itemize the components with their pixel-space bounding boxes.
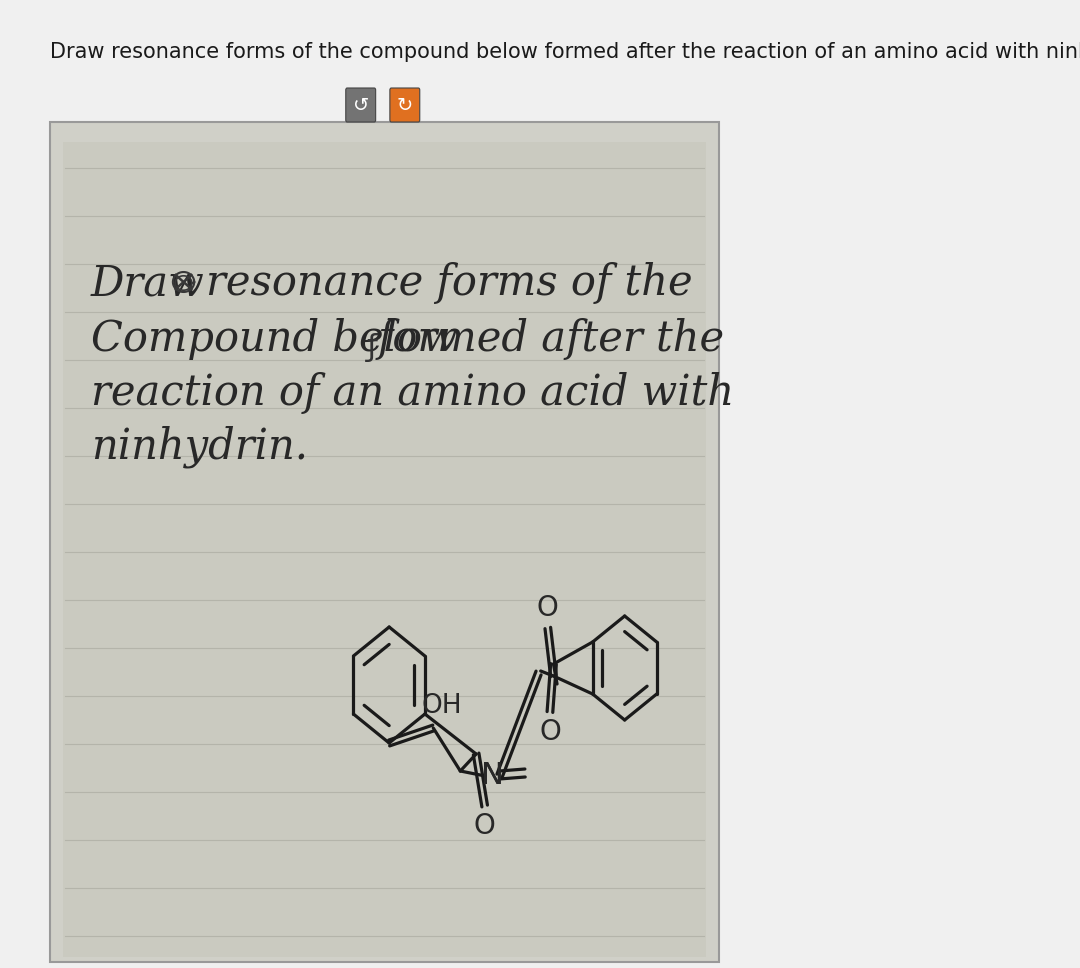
- Text: Compound below: Compound below: [91, 318, 458, 360]
- Text: O: O: [474, 812, 496, 840]
- Text: ƒ: ƒ: [367, 334, 378, 362]
- Text: resonance forms of the: resonance forms of the: [206, 262, 693, 304]
- Bar: [50, 122, 718, 962]
- Text: O: O: [537, 594, 558, 622]
- Text: N: N: [481, 762, 503, 791]
- FancyBboxPatch shape: [346, 88, 376, 122]
- Text: ↻: ↻: [396, 96, 413, 114]
- Bar: [63, 142, 706, 957]
- Text: ninhydrin.: ninhydrin.: [91, 426, 308, 469]
- Text: formed after the: formed after the: [377, 318, 725, 360]
- Text: reaction of an amino acid with: reaction of an amino acid with: [91, 372, 734, 414]
- Text: N: N: [481, 762, 503, 791]
- Text: ↺: ↺: [352, 96, 369, 114]
- Text: Draw resonance forms of the compound below formed after the reaction of an amino: Draw resonance forms of the compound bel…: [50, 42, 1080, 62]
- Text: Draw: Draw: [91, 262, 205, 304]
- Text: O: O: [539, 718, 561, 746]
- FancyBboxPatch shape: [390, 88, 420, 122]
- Text: OH: OH: [421, 693, 462, 719]
